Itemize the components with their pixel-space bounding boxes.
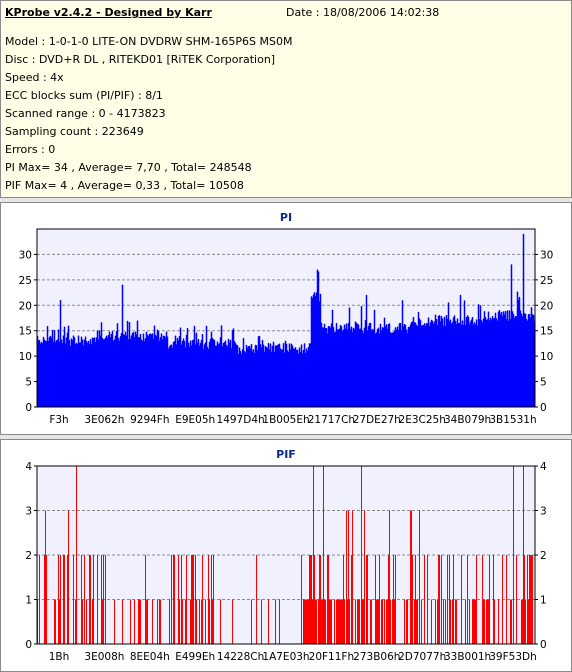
model-line: Model : 1-0-1-0 LITE-ON DVDRW SHM-165P6S…	[5, 35, 293, 48]
y-tick-label-right: 30	[540, 249, 553, 261]
scan-date: Date : 18/08/2006 14:02:38	[286, 6, 440, 19]
app-title: KProbe v2.4.2 - Designed by Karr	[5, 6, 212, 19]
y-tick-label: 20	[19, 300, 32, 312]
x-tick-label: 27DE27h	[353, 414, 401, 426]
info-panel: KProbe v2.4.2 - Designed by Karr Date : …	[0, 0, 572, 198]
speed-line: Speed : 4x	[5, 71, 64, 84]
y-tick-label-right: 25	[540, 275, 553, 287]
x-tick-label: 2D7077h	[398, 651, 446, 663]
x-tick-label: 1B005Eh	[262, 414, 309, 426]
pi-summary-line: PI Max= 34 , Average= 7,70 , Total= 2485…	[5, 161, 252, 174]
x-tick-label: 9294Fh	[130, 414, 169, 426]
pi-chart: PI 0 0 5 5 10 10 15 15 20 20 25 25 30 30 F3h 3E062h 9294F…	[19, 211, 554, 426]
y-tick-label-right: 2	[540, 550, 547, 562]
x-tick-label: 14228Ch	[217, 651, 264, 663]
x-tick-label: 39F53Dh	[489, 651, 537, 663]
y-tick-label-right: 3	[540, 506, 547, 518]
y-tick-label: 0	[25, 402, 32, 414]
y-tick-label-right: 1	[540, 595, 547, 607]
y-tick-label-right: 5	[540, 377, 547, 389]
x-tick-label: 20F11Fh	[309, 651, 354, 663]
y-tick-label: 30	[19, 249, 32, 261]
pi-chart-panel: PI 0 0 5 5 10 10 15 15 20 20 25 25 30 30 F3h 3E062h 9294F…	[0, 202, 572, 435]
y-tick-label: 10	[19, 351, 32, 363]
x-tick-label: 34B079h	[444, 414, 491, 426]
x-tick-label: 3E008h	[84, 651, 124, 663]
y-tick-label: 5	[25, 377, 32, 389]
x-tick-label: E499Eh	[175, 651, 215, 663]
y-tick-label-right: 10	[540, 351, 553, 363]
pi-series-area	[36, 233, 536, 408]
x-tick-label: 33B001h	[444, 651, 491, 663]
pif-series	[37, 466, 533, 644]
pif-chart: PIF 0 0 1 1 2 2 3 3 4 4 1Bh 3E008h 8EE04h E499Eh 14228C…	[25, 448, 547, 663]
x-tick-label: 2E3C25h	[399, 414, 446, 426]
x-tick-label: 1A7E03h	[262, 651, 309, 663]
x-tick-label: 273B06h	[353, 651, 400, 663]
y-tick-label: 2	[25, 550, 32, 562]
y-tick-label: 4	[25, 461, 32, 473]
range-line: Scanned range : 0 - 4173823	[5, 107, 166, 120]
y-tick-label: 3	[25, 506, 32, 518]
plot-border	[36, 228, 536, 408]
y-tick-label: 0	[25, 639, 32, 651]
pif-chart-panel: PIF 0 0 1 1 2 2 3 3 4 4 1Bh 3E008h 8EE04h E499Eh 14228C…	[0, 439, 572, 672]
x-tick-label: 1497D4h	[217, 414, 265, 426]
disc-line: Disc : DVD+R DL , RITEKD01 [RiTEK Corpor…	[5, 53, 276, 66]
x-tick-label: E9E05h	[175, 414, 215, 426]
y-tick-label: 15	[19, 326, 32, 338]
sampling-line: Sampling count : 223649	[5, 125, 144, 138]
y-tick-label-right: 0	[540, 402, 547, 414]
y-tick-label: 1	[25, 595, 32, 607]
ecc-line: ECC blocks sum (PI/PIF) : 8/1	[5, 89, 163, 102]
y-tick-label-right: 15	[540, 326, 553, 338]
pif-summary-line: PIF Max= 4 , Average= 0,33 , Total= 1050…	[5, 179, 244, 192]
x-tick-label: 3B1531h	[489, 414, 536, 426]
x-tick-label: 21717Ch	[308, 414, 355, 426]
x-tick-label: 3E062h	[84, 414, 124, 426]
y-tick-label: 25	[19, 275, 32, 287]
x-tick-label: 8EE04h	[130, 651, 170, 663]
y-tick-label-right: 20	[540, 300, 553, 312]
errors-line: Errors : 0	[5, 143, 56, 156]
chart-title: PIF	[276, 448, 296, 461]
x-tick-label: F3h	[49, 414, 68, 426]
x-tick-label: 1Bh	[49, 651, 70, 663]
chart-title: PI	[280, 211, 292, 224]
plot-area	[37, 466, 535, 644]
y-tick-label-right: 0	[540, 639, 547, 651]
y-tick-label-right: 4	[540, 461, 547, 473]
